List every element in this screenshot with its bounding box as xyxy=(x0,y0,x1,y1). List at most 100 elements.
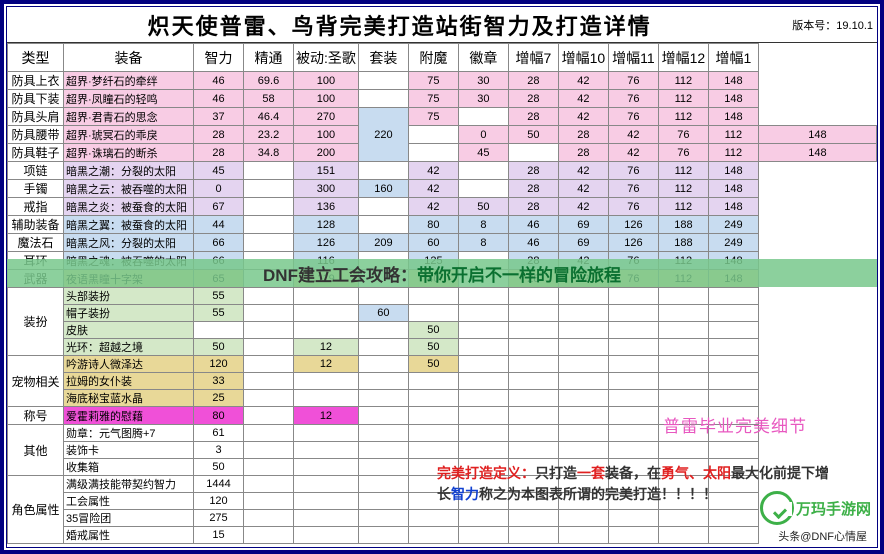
data-cell xyxy=(244,288,294,305)
data-cell: 28 xyxy=(194,126,244,144)
data-cell: 46 xyxy=(508,234,558,252)
data-cell: 100 xyxy=(294,90,359,108)
data-cell xyxy=(708,288,758,305)
data-cell xyxy=(608,373,658,390)
data-cell: 45 xyxy=(194,162,244,180)
data-cell xyxy=(244,527,294,544)
page-title: 炽天使普雷、鸟背完美打造站街智力及打造详情 xyxy=(7,9,792,41)
col-header: 徽章 xyxy=(458,44,508,72)
data-cell: 28 xyxy=(558,144,608,162)
data-cell: 66 xyxy=(194,234,244,252)
data-cell: 50 xyxy=(508,126,558,144)
data-cell: 126 xyxy=(294,234,359,252)
col-header: 增幅10 xyxy=(558,44,608,72)
data-cell: 126 xyxy=(608,216,658,234)
data-cell: 42 xyxy=(558,162,608,180)
data-cell: 42 xyxy=(558,198,608,216)
data-cell: 80 xyxy=(408,216,458,234)
data-cell xyxy=(558,407,608,425)
data-cell xyxy=(658,322,708,339)
data-cell xyxy=(358,356,408,373)
data-cell: 28 xyxy=(508,180,558,198)
data-cell: 30 xyxy=(458,72,508,90)
data-cell xyxy=(458,425,508,442)
data-cell: 69 xyxy=(558,234,608,252)
category-cell: 手镯 xyxy=(8,180,64,198)
data-cell: 249 xyxy=(708,234,758,252)
col-header: 增幅1 xyxy=(708,44,758,72)
data-cell xyxy=(458,390,508,407)
data-cell xyxy=(708,390,758,407)
data-cell xyxy=(244,356,294,373)
equip-name: 爱霍莉雅的慰藉 xyxy=(64,407,194,425)
data-cell: 100 xyxy=(294,72,359,90)
data-cell xyxy=(708,527,758,544)
data-cell: 148 xyxy=(708,198,758,216)
data-cell: 76 xyxy=(658,144,708,162)
data-cell xyxy=(294,442,359,459)
data-cell: 76 xyxy=(608,90,658,108)
data-cell xyxy=(244,216,294,234)
data-cell: 44 xyxy=(194,216,244,234)
data-cell xyxy=(558,527,608,544)
data-cell: 50 xyxy=(194,339,244,356)
data-cell: 33 xyxy=(194,373,244,390)
category-cell: 辅助装备 xyxy=(8,216,64,234)
data-cell xyxy=(358,459,408,476)
data-cell xyxy=(558,390,608,407)
category-cell: 防具上衣 xyxy=(8,72,64,90)
category-cell: 项链 xyxy=(8,162,64,180)
data-cell: 75 xyxy=(408,72,458,90)
data-cell xyxy=(708,339,758,356)
data-cell xyxy=(458,527,508,544)
data-cell xyxy=(508,356,558,373)
data-cell xyxy=(458,339,508,356)
equip-name: 超界·梦纤石的牵绊 xyxy=(64,72,194,90)
data-cell xyxy=(244,442,294,459)
category-cell: 防具下装 xyxy=(8,90,64,108)
col-header: 增幅12 xyxy=(658,44,708,72)
data-cell: 28 xyxy=(508,162,558,180)
data-cell: 200 xyxy=(294,144,359,162)
data-cell: 112 xyxy=(658,108,708,126)
data-cell xyxy=(708,510,758,527)
data-cell xyxy=(244,459,294,476)
data-cell xyxy=(558,510,608,527)
data-cell: 28 xyxy=(194,144,244,162)
data-cell: 15 xyxy=(194,527,244,544)
col-header: 增幅11 xyxy=(608,44,658,72)
data-cell: 12 xyxy=(294,339,359,356)
data-cell: 28 xyxy=(508,108,558,126)
data-cell: 112 xyxy=(658,90,708,108)
data-cell xyxy=(508,144,558,162)
data-cell xyxy=(358,322,408,339)
data-cell: 42 xyxy=(558,90,608,108)
col-header: 精通 xyxy=(244,44,294,72)
data-cell xyxy=(294,493,359,510)
data-cell xyxy=(358,373,408,390)
data-cell: 249 xyxy=(708,216,758,234)
equip-name: 勋章：元气图腾+7 xyxy=(64,425,194,442)
data-cell: 55 xyxy=(194,305,244,322)
data-cell xyxy=(244,322,294,339)
col-header: 装备 xyxy=(64,44,194,72)
data-cell xyxy=(358,72,408,90)
data-cell xyxy=(458,288,508,305)
data-cell xyxy=(294,425,359,442)
equip-name: 光环：超越之境 xyxy=(64,339,194,356)
data-cell: 42 xyxy=(608,126,658,144)
data-cell: 112 xyxy=(658,162,708,180)
data-cell xyxy=(608,527,658,544)
perfect-detail-label: 普雷毕业完美细节 xyxy=(663,412,807,437)
data-cell xyxy=(458,510,508,527)
data-cell xyxy=(558,356,608,373)
data-cell xyxy=(508,527,558,544)
data-cell: 42 xyxy=(558,108,608,126)
data-cell xyxy=(508,305,558,322)
data-cell xyxy=(244,425,294,442)
category-cell: 防具鞋子 xyxy=(8,144,64,162)
data-cell: 28 xyxy=(508,90,558,108)
data-cell: 80 xyxy=(194,407,244,425)
data-cell xyxy=(358,90,408,108)
data-cell: 120 xyxy=(194,356,244,373)
